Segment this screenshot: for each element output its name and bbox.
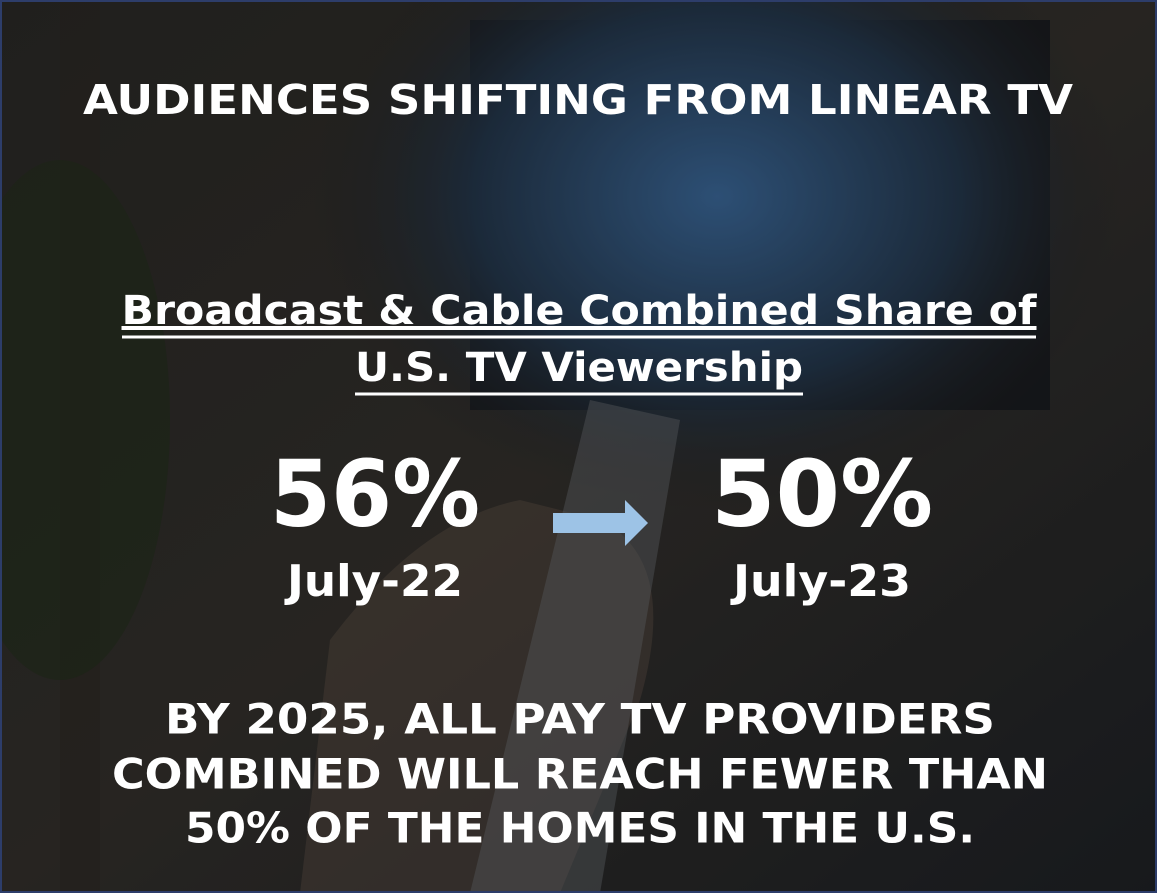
stat-label: July-23 [730, 556, 911, 607]
subtitle-line: U.S. TV Viewership [355, 345, 803, 391]
stat-value: 50% [711, 440, 933, 547]
footer-line: COMBINED WILL REACH FEWER THAN [112, 750, 1048, 799]
stat-label: July-22 [284, 556, 463, 607]
footer-line: 50% OF THE HOMES IN THE U.S. [185, 804, 975, 853]
footer-line: BY 2025, ALL PAY TV PROVIDERS [165, 695, 995, 744]
hand-shape [300, 500, 654, 893]
plant-shape [0, 160, 170, 680]
stat-value: 56% [270, 440, 480, 547]
subtitle-line: Broadcast & Cable Combined Share of [122, 288, 1038, 334]
title: AUDIENCES SHIFTING FROM LINEAR TV [83, 76, 1073, 124]
arrow [553, 500, 648, 546]
